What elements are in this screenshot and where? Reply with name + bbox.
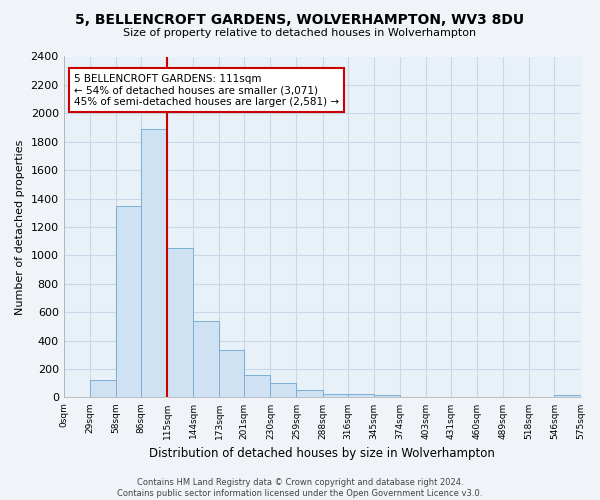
Bar: [400, 396, 426, 398]
Bar: [193, 320, 219, 398]
Y-axis label: Number of detached properties: Number of detached properties: [15, 140, 25, 314]
Bar: [271, 383, 296, 398]
Text: 5, BELLENCROFT GARDENS, WOLVERHAMPTON, WV3 8DU: 5, BELLENCROFT GARDENS, WOLVERHAMPTON, W…: [76, 12, 524, 26]
Bar: [529, 396, 554, 398]
Bar: [219, 350, 244, 398]
Bar: [116, 206, 141, 398]
Bar: [348, 394, 374, 398]
Text: Contains HM Land Registry data © Crown copyright and database right 2024.
Contai: Contains HM Land Registry data © Crown c…: [118, 478, 482, 498]
Bar: [296, 390, 323, 398]
Bar: [477, 396, 503, 398]
Bar: [90, 380, 116, 398]
Bar: [374, 396, 400, 398]
X-axis label: Distribution of detached houses by size in Wolverhampton: Distribution of detached houses by size …: [149, 447, 495, 460]
Bar: [323, 394, 348, 398]
Text: Size of property relative to detached houses in Wolverhampton: Size of property relative to detached ho…: [124, 28, 476, 38]
Text: 5 BELLENCROFT GARDENS: 111sqm
← 54% of detached houses are smaller (3,071)
45% o: 5 BELLENCROFT GARDENS: 111sqm ← 54% of d…: [74, 74, 339, 106]
Bar: [554, 394, 581, 398]
Bar: [167, 248, 193, 398]
Bar: [244, 374, 271, 398]
Bar: [141, 129, 167, 398]
Bar: [426, 396, 451, 398]
